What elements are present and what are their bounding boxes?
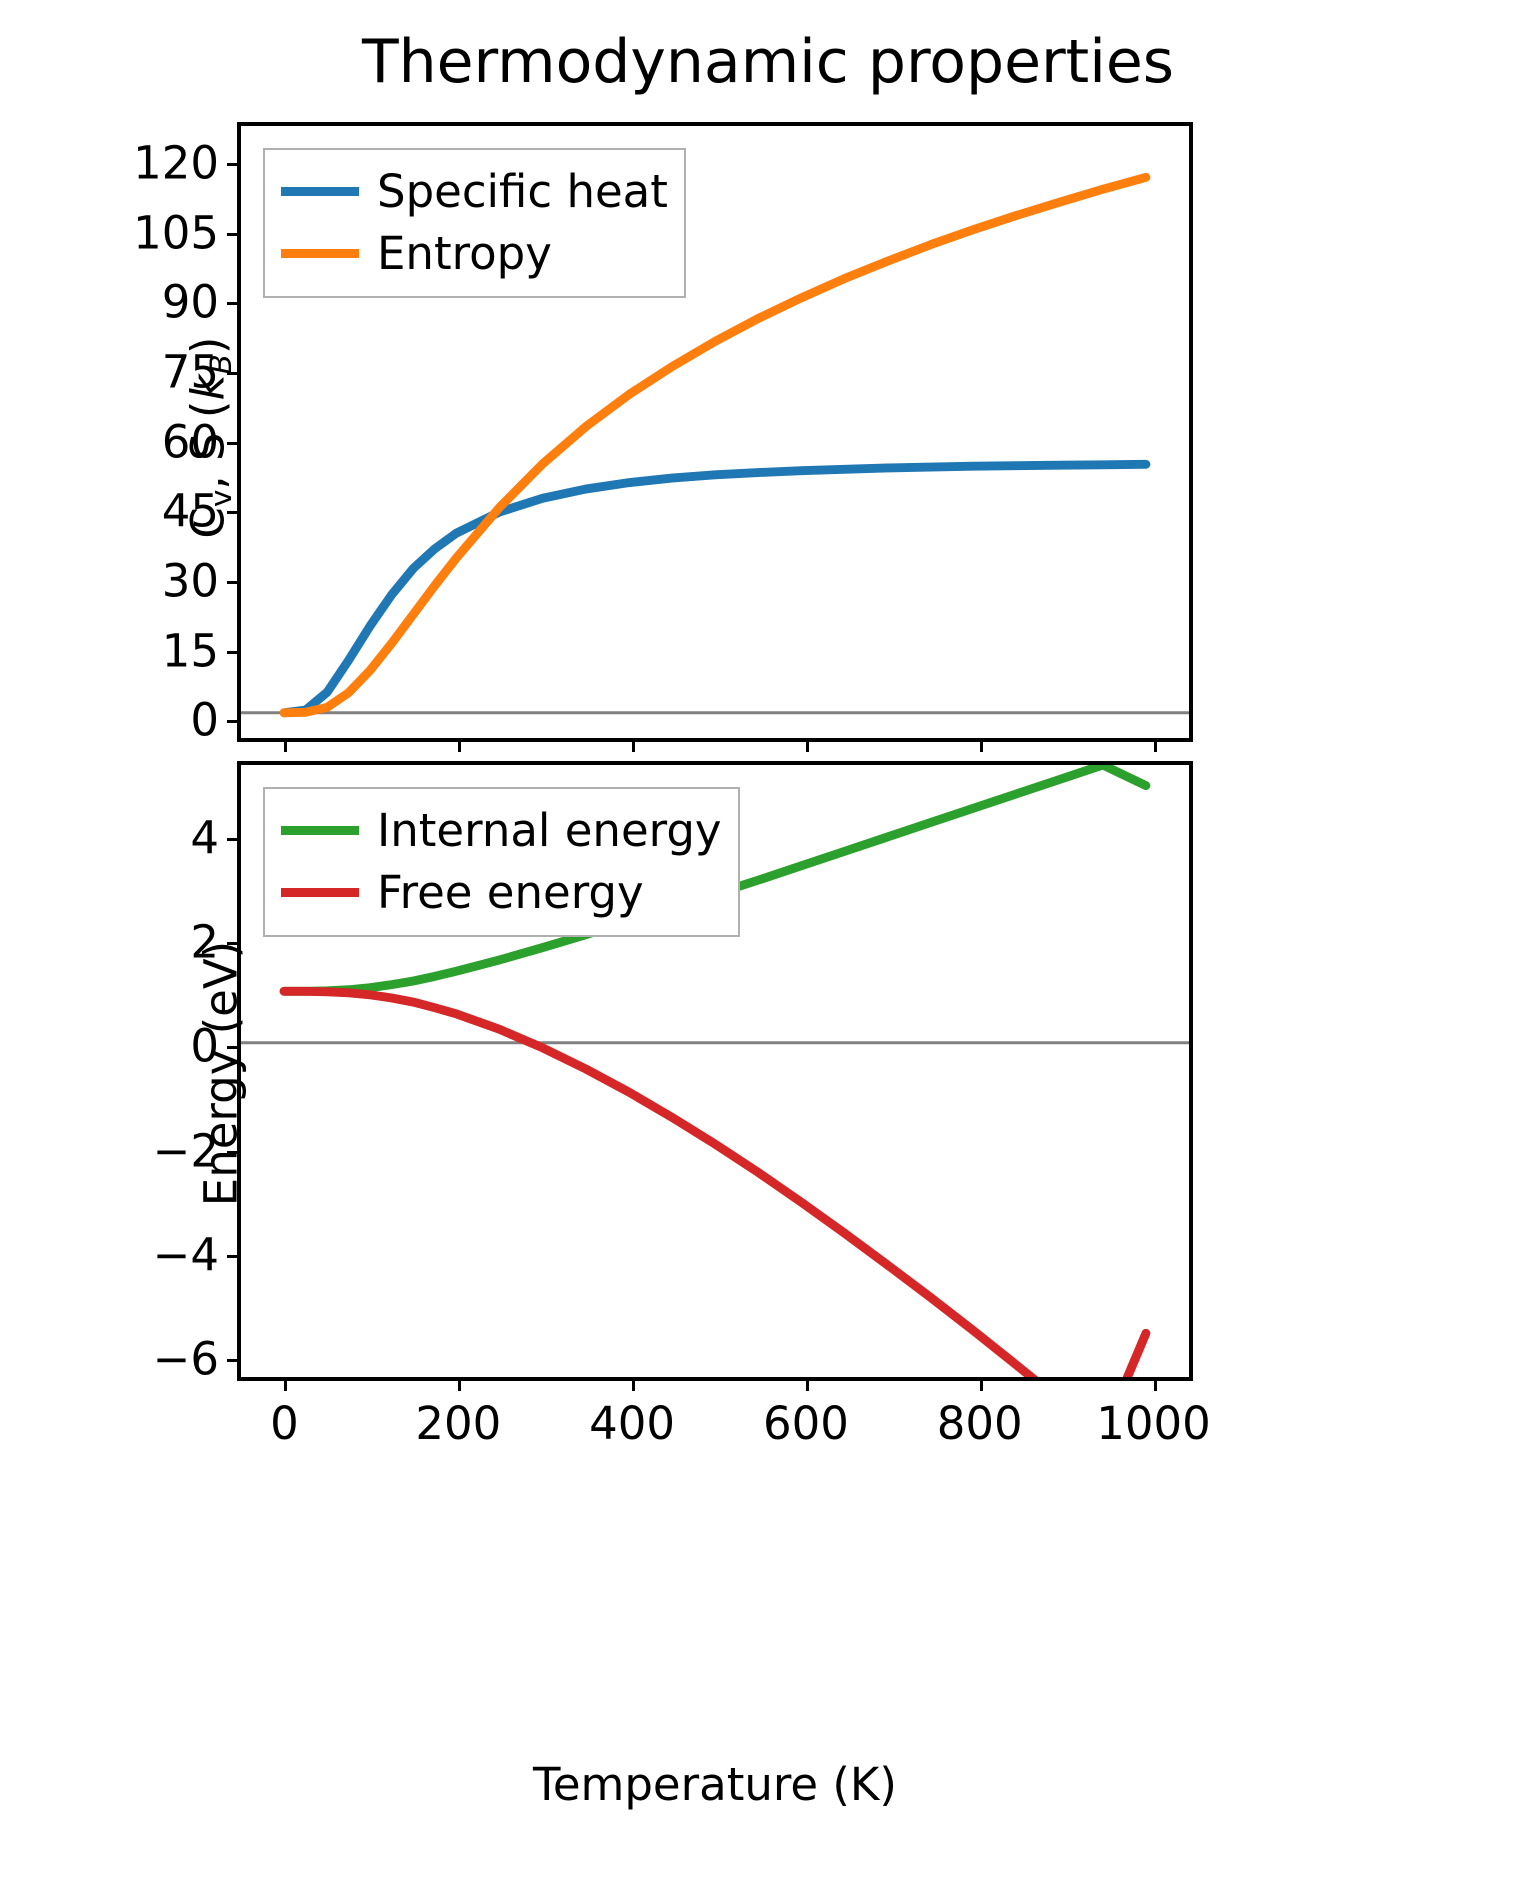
y-tick-label: 4 [190, 811, 219, 865]
legend-item-entropy: Entropy [281, 222, 668, 284]
y-tick-mark [227, 650, 241, 654]
ylabel-mid: , S ( [181, 400, 235, 490]
y-tick-mark [227, 1046, 241, 1050]
y-tick-label: 120 [133, 136, 219, 190]
plot-lines-top [241, 172, 1189, 718]
y-tick-label: 0 [190, 693, 219, 747]
legend-item-free-energy: Free energy [281, 861, 722, 923]
y-tick-label: 105 [133, 206, 219, 260]
y-tick-mark [227, 1358, 241, 1362]
x-tick-label: 600 [762, 1397, 849, 1450]
x-tick-mark [805, 738, 809, 752]
x-tick-mark [805, 1377, 809, 1391]
series-free-energy [279, 986, 1151, 1377]
y-tick-label: 30 [161, 554, 219, 608]
legend-swatch-specific-heat [281, 186, 359, 196]
y-tick-mark [227, 837, 241, 841]
y-tick-mark [227, 1150, 241, 1154]
x-axis-label: Temperature (K) [533, 1758, 897, 1811]
series-specific-heat [279, 459, 1151, 718]
y-tick-mark [227, 942, 241, 946]
x-tick-mark [1153, 738, 1157, 752]
legend-swatch-internal-energy [281, 825, 359, 835]
x-tick-mark [979, 1377, 983, 1391]
x-tick-label: 400 [589, 1397, 676, 1450]
y-tick-mark [227, 302, 241, 306]
y-tick-mark [227, 372, 241, 376]
ylabel-c: C [181, 507, 235, 539]
ylabel-k-subscript: B [203, 354, 239, 375]
legend-top: Specific heat Entropy [263, 148, 686, 298]
y-tick-mark [227, 720, 241, 724]
y-tick-label: −4 [152, 1228, 219, 1282]
axes-bottom: −6 −4 −2 0 2 4 0 200 400 600 800 1000 Energy (eV) … [153, 761, 1211, 1446]
x-tick-mark [632, 1377, 636, 1391]
y-tick-label: −6 [152, 1332, 219, 1386]
y-tick-label: 15 [161, 624, 219, 678]
plot-area-top [241, 126, 1189, 738]
x-tick-label: 1000 [1096, 1397, 1211, 1450]
legend-bottom: Internal energy Free energy [263, 787, 740, 937]
ylabel-c-subscript: v [203, 489, 239, 508]
figure-title: Thermodynamic properties [361, 27, 1175, 97]
y-axis-label-top: Cv, S (kB) [181, 138, 239, 738]
legend-item-internal-energy: Internal energy [281, 799, 722, 861]
y-tick-mark [227, 232, 241, 236]
x-tick-mark [284, 738, 288, 752]
y-tick-label: 60 [161, 415, 219, 469]
y-tick-mark [227, 581, 241, 585]
legend-label-entropy: Entropy [377, 226, 552, 280]
y-tick-label: −2 [152, 1124, 219, 1178]
y-tick-label: 0 [190, 1019, 219, 1073]
legend-swatch-entropy [281, 248, 359, 258]
x-tick-mark [1153, 1377, 1157, 1391]
legend-item-specific-heat: Specific heat [281, 160, 668, 222]
x-tick-mark [632, 738, 636, 752]
y-tick-label: 75 [161, 345, 219, 399]
ylabel-k: k [181, 374, 235, 401]
x-tick-mark [979, 738, 983, 752]
y-tick-label: 45 [161, 484, 219, 538]
legend-label-free-energy: Free energy [377, 865, 644, 919]
legend-label-internal-energy: Internal energy [377, 803, 722, 857]
x-tick-label: 800 [936, 1397, 1023, 1450]
ylabel-close: ) [181, 336, 235, 355]
axes-top: 0 15 30 45 60 75 90 105 120 Cv, S (kB) Specific … [133, 122, 1193, 752]
legend-label-specific-heat: Specific heat [377, 164, 668, 218]
y-axis-label-bottom: Energy (eV) [194, 940, 248, 1207]
y-tick-label: 2 [190, 915, 219, 969]
y-tick-mark [227, 1254, 241, 1258]
x-tick-label: 200 [415, 1397, 502, 1450]
series-entropy [279, 172, 1151, 718]
x-tick-mark [458, 738, 462, 752]
y-tick-label: 90 [161, 275, 219, 329]
x-tick-label: 0 [270, 1397, 299, 1450]
x-tick-mark [458, 1377, 462, 1391]
y-tick-mark [227, 163, 241, 167]
x-tick-mark [284, 1377, 288, 1391]
legend-swatch-free-energy [281, 887, 359, 897]
y-tick-mark [227, 441, 241, 445]
y-tick-mark [227, 511, 241, 515]
